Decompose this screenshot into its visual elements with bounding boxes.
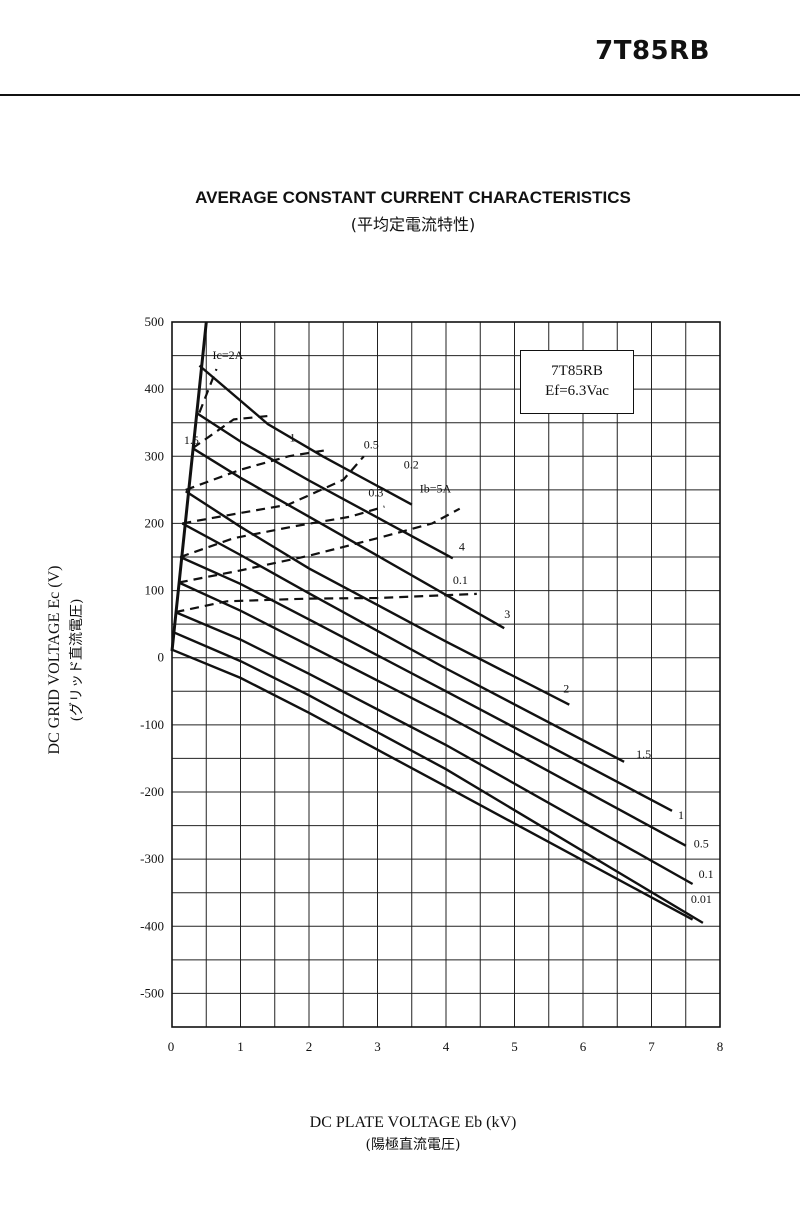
x-tick-label: 2 [306, 1039, 313, 1054]
header-rule [0, 94, 800, 96]
chart-subtitle: (平均定電流特性) [350, 215, 476, 234]
grid-current-label: Ic=2A [213, 348, 244, 362]
plate-current-label: 2 [563, 682, 569, 696]
grid-layer [171, 321, 721, 1028]
plate-current-curve [181, 522, 625, 763]
y-axis-label-wrap: DC GRID VOLTAGE Ec (V) (グリッド直流電圧) [44, 566, 88, 755]
legend-box: 7T85RB Ef=6.3Vac [520, 350, 634, 414]
tick-layer: 0 1 2 3 4 5 6 7 8 500 400 300 200 100 0 -100 -200 -300 -40… [140, 314, 723, 1054]
plate-current-curve [195, 411, 454, 560]
plate-current-curve [178, 581, 687, 847]
x-tick-label: 6 [580, 1039, 587, 1054]
plate-current-label: 4 [459, 539, 465, 553]
x-axis-label: DC PLATE VOLTAGE Eb (kV) [309, 1114, 517, 1131]
grid-current-curve [185, 448, 330, 491]
plate-current-label: Ib=5A [420, 482, 452, 496]
y-tick-label: -300 [140, 851, 164, 866]
x-tick-label: 1 [237, 1039, 244, 1054]
grid-current-label: 0.5 [364, 437, 379, 451]
x-tick-label: 4 [443, 1039, 450, 1054]
x-tick-label: 8 [717, 1039, 724, 1054]
label-layer: Ib=5A 4 3 2 1.5 1 0.5 0.1 0.01 Ic=2A 1.5 1 0.5 0.3 0.2… [184, 348, 714, 906]
grid-current-label: 0.2 [404, 458, 419, 472]
part-number: 7T85RB [595, 36, 710, 66]
plate-current-curve [185, 490, 570, 706]
y-tick-label: -100 [140, 717, 164, 732]
grid-current-label: 0.1 [453, 573, 468, 587]
plate-current-label: 3 [504, 607, 510, 621]
plate-current-label: 0.5 [694, 837, 709, 851]
y-tick-label: -400 [140, 918, 164, 933]
legend-filament-voltage: Ef=6.3Vac [545, 383, 609, 399]
plate-current-label: 1.5 [636, 747, 651, 761]
y-axis-label: DC GRID VOLTAGE Ec (V) [46, 565, 63, 755]
grid-current-curve [179, 505, 385, 559]
plate-current-curve [198, 364, 413, 506]
plate-current-curve [179, 555, 673, 812]
grid-current-curve [178, 507, 461, 584]
y-axis-label-jp: (グリッド直流電圧) [69, 598, 85, 722]
y-tick-label: -200 [140, 784, 164, 799]
plate-current-label: 1 [678, 808, 684, 822]
y-tick-label: 400 [145, 381, 165, 396]
boundary-line [170, 321, 208, 652]
legend-part-number: 7T85RB [551, 363, 603, 379]
grid-current-curve [198, 368, 218, 414]
plate-current-curve [174, 610, 694, 886]
grid-current-label: 0.3 [368, 486, 383, 500]
plate-current-label: 0.01 [691, 892, 712, 906]
y-tick-label: 0 [158, 650, 165, 665]
x-axis-label-jp: (陽極直流電圧) [365, 1137, 461, 1153]
plate-current-curve [191, 447, 505, 630]
grid-current-curve [175, 592, 477, 614]
x-tick-label: 7 [648, 1039, 655, 1054]
chart-title: AVERAGE CONSTANT CURRENT CHARACTERISTICS [195, 188, 631, 207]
x-axis-label-group: DC PLATE VOLTAGE Eb (kV) (陽極直流電圧) [0, 1112, 800, 1156]
curve-layer [170, 321, 704, 924]
grid-current-label: 1 [290, 431, 296, 445]
plate-current-curve [172, 631, 704, 924]
x-tick-label: 0 [168, 1039, 175, 1054]
y-tick-label: 500 [145, 314, 165, 329]
y-tick-label: 200 [145, 515, 165, 530]
plot-frame [171, 321, 721, 1028]
grid-current-curve [182, 455, 365, 525]
grid-current-label: 1.5 [184, 433, 199, 447]
plate-current-label: 0.1 [699, 867, 714, 881]
x-tick-label: 3 [374, 1039, 381, 1054]
x-tick-label: 5 [511, 1039, 518, 1054]
grid-current-curve [191, 414, 269, 450]
y-tick-label: -500 [140, 985, 164, 1000]
plate-current-curve [171, 648, 694, 921]
y-tick-label: 100 [145, 583, 165, 598]
y-tick-label: 300 [145, 448, 165, 463]
